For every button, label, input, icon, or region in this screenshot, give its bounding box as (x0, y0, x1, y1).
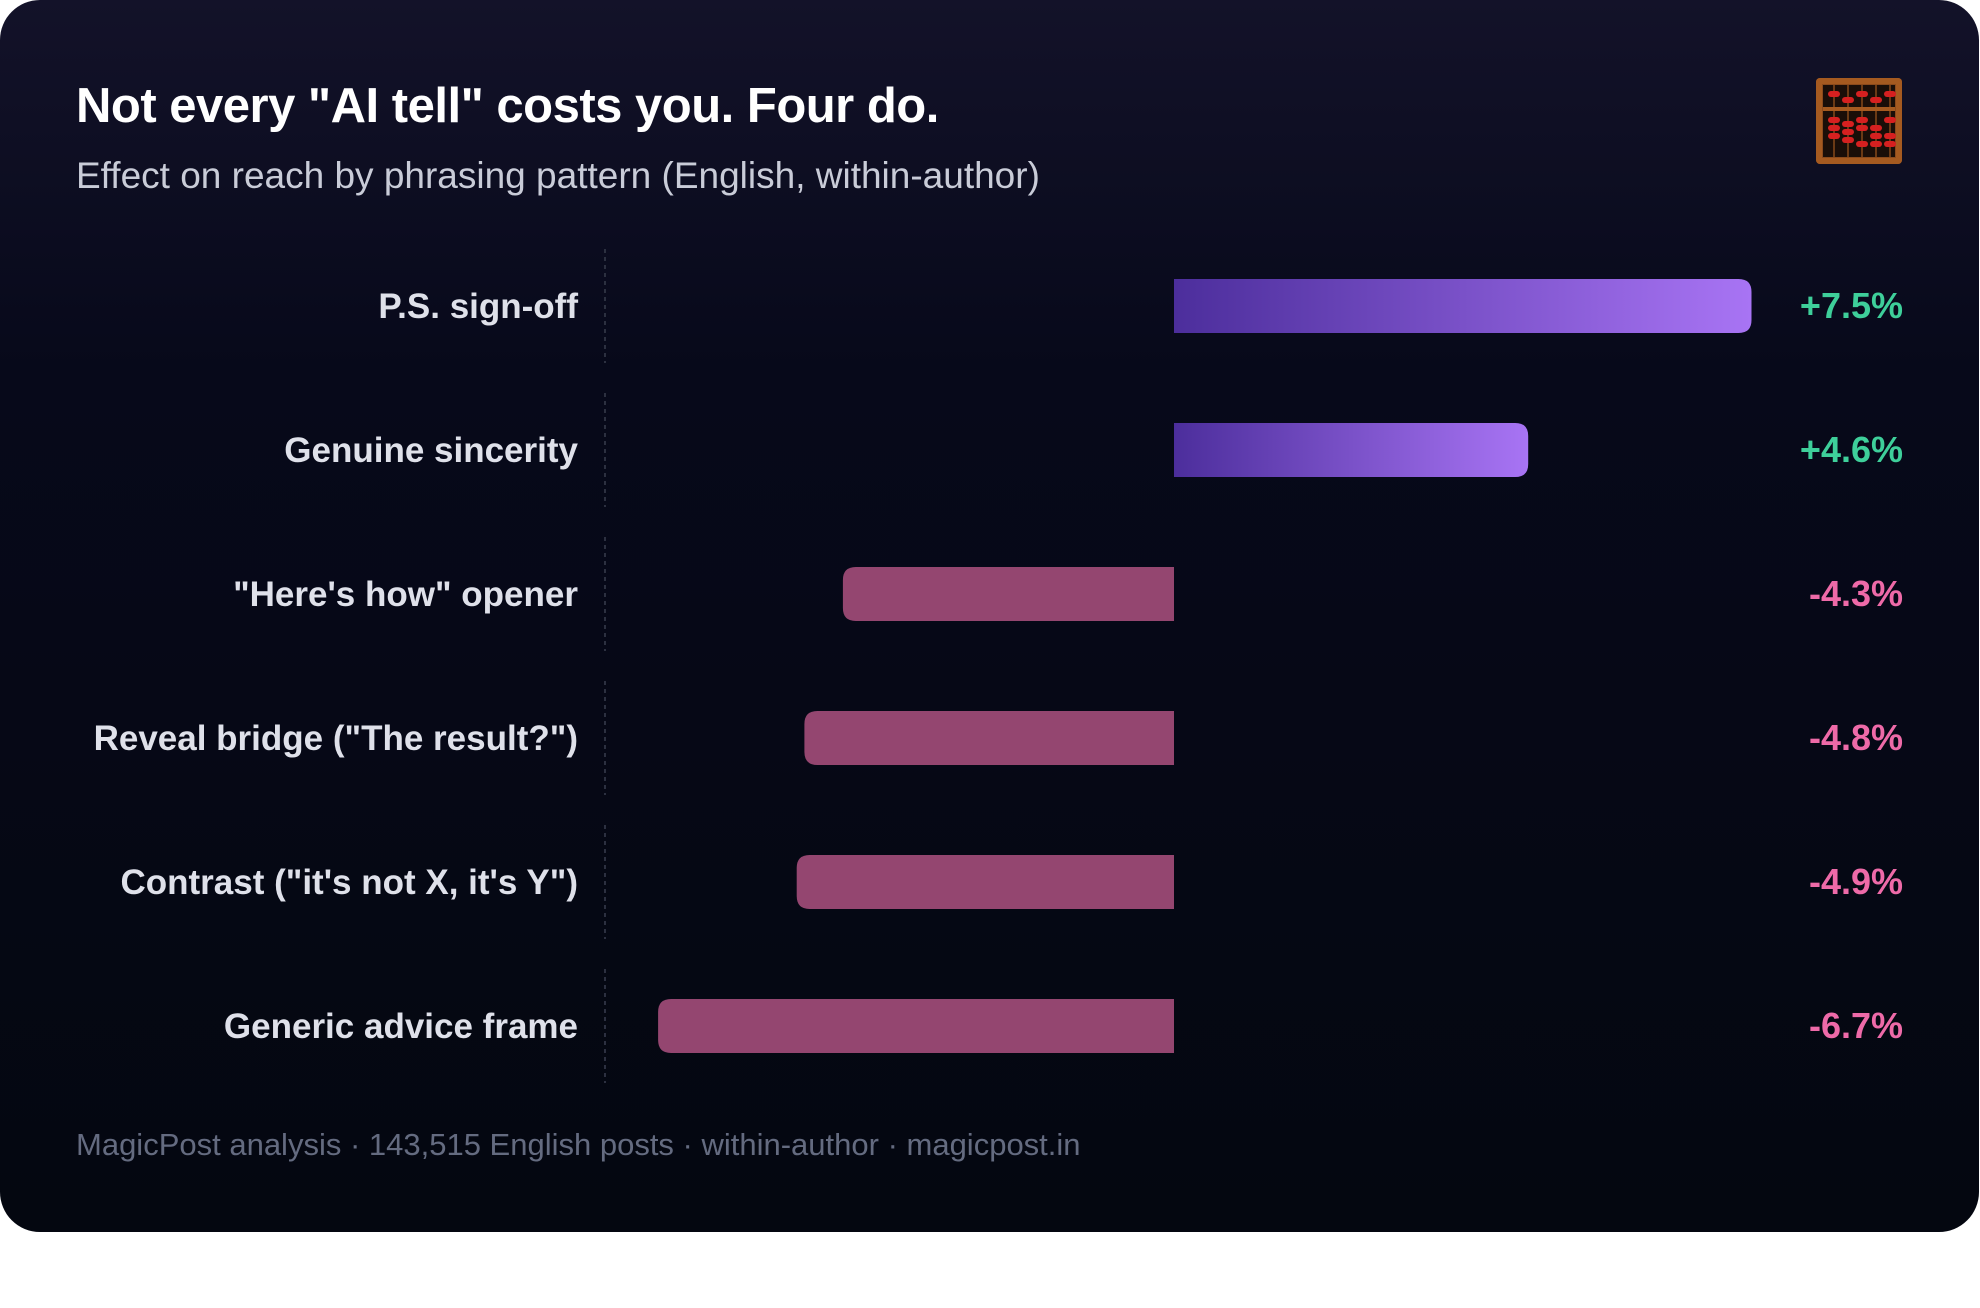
bar-chart: P.S. sign-off +7.5% Genuine sincerity +4.6%… (94, 249, 1903, 1083)
bar (658, 999, 1174, 1053)
category-label: "Here's how" opener (233, 575, 578, 614)
value-label: -4.8% (1809, 717, 1903, 758)
category-label: Contrast ("it's not X, it's Y") (120, 863, 578, 902)
category-label: Reveal bridge ("The result?") (94, 719, 578, 758)
source-footnote: MagicPost analysis · 143,515 English pos… (76, 1127, 1081, 1162)
value-label: -6.7% (1809, 1005, 1903, 1046)
abacus-icon (1816, 78, 1902, 164)
value-label: +7.5% (1800, 285, 1903, 326)
value-label: -4.9% (1809, 861, 1903, 902)
chart-subtitle: Effect on reach by phrasing pattern (Eng… (76, 155, 1040, 196)
chart-card: Not every "AI tell" costs you. Four do. … (0, 0, 1979, 1232)
bar (804, 711, 1174, 765)
value-label: -4.3% (1809, 573, 1903, 614)
bar (842, 567, 1174, 621)
category-label: P.S. sign-off (378, 287, 578, 326)
chart-title: Not every "AI tell" costs you. Four do. (76, 79, 939, 133)
bar (796, 855, 1174, 909)
bar (1174, 279, 1752, 333)
value-label: +4.6% (1800, 429, 1903, 470)
bar (1174, 423, 1529, 477)
category-label: Generic advice frame (224, 1007, 578, 1046)
category-label: Genuine sincerity (284, 431, 578, 470)
